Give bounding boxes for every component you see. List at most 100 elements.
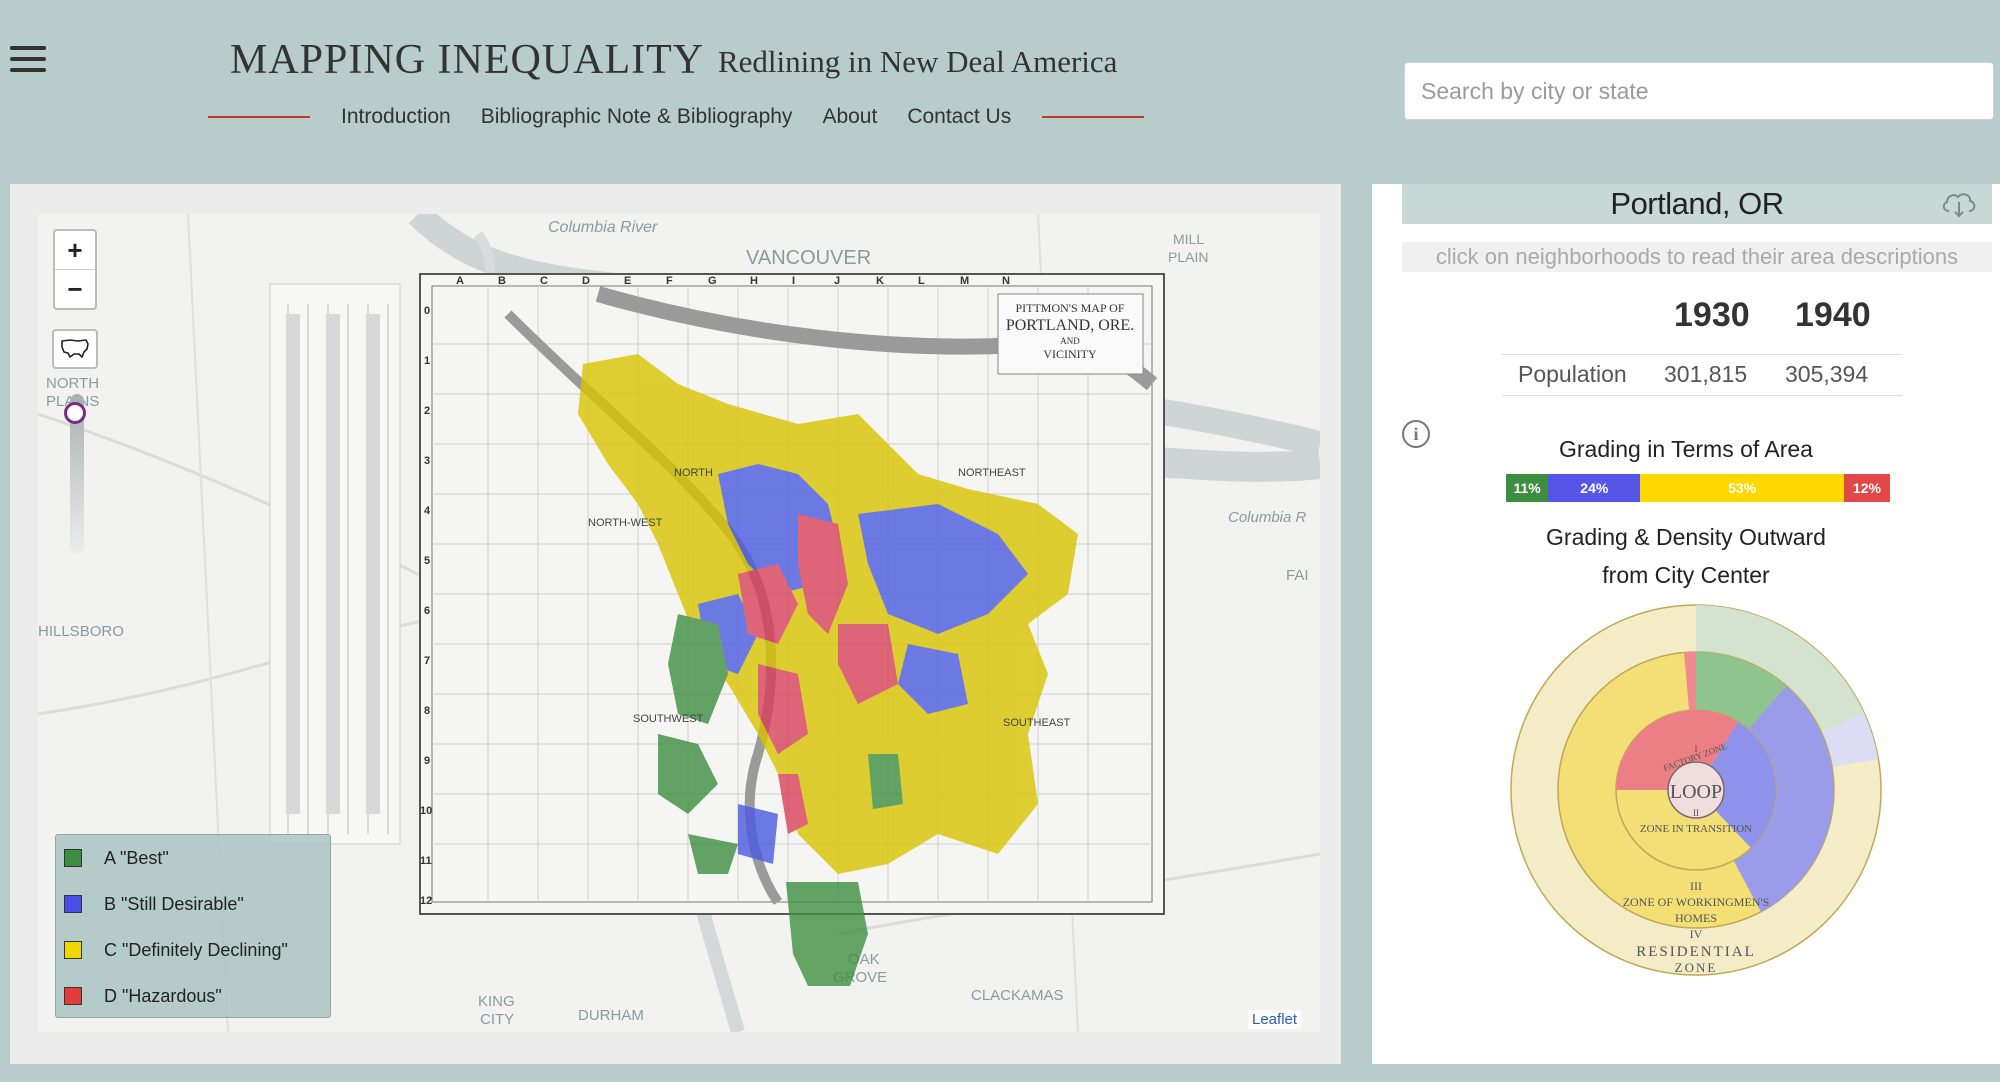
nav-about-link[interactable]: About	[822, 105, 878, 128]
legend-item-a: A "Best"	[64, 843, 169, 873]
map-label-columbia-river: Columbia River	[548, 219, 658, 236]
us-map-icon[interactable]	[52, 329, 98, 369]
grade-a-area[interactable]	[668, 614, 728, 724]
info-icon[interactable]: i	[1402, 420, 1430, 448]
burgess-numeral-iii: III	[1690, 879, 1702, 893]
city-header: Portland, OR	[1402, 184, 1992, 224]
grading-area-segment-b: 24%	[1548, 474, 1641, 502]
hamburger-icon[interactable]	[10, 46, 46, 76]
grid-col-label: E	[624, 275, 631, 287]
scan-quadrant-label: SOUTHWEST	[633, 713, 704, 725]
grid-row-label: 4	[424, 505, 431, 517]
scan-quadrant-label: NORTHEAST	[958, 467, 1026, 479]
grid-row-label: 0	[424, 305, 430, 317]
grade-b-area[interactable]	[858, 504, 1028, 634]
year-1930: 1930	[1674, 296, 1750, 334]
search-input[interactable]	[1404, 62, 1994, 120]
burgess-label-transition: ZONE IN TRANSITION	[1640, 823, 1752, 835]
map-label-king-city: KING	[478, 993, 515, 1010]
basemap: Columbia River VANCOUVER MILL PLAIN Colu…	[38, 214, 1320, 1032]
scan-quadrant-label: SOUTHEAST	[1003, 717, 1071, 729]
scan-title-4: VICINITY	[1043, 347, 1097, 361]
grade-d-area[interactable]	[798, 514, 848, 634]
burgess-numeral-iv: IV	[1690, 927, 1703, 941]
scan-title-3: AND	[1060, 336, 1080, 346]
map-canvas[interactable]: Columbia River VANCOUVER MILL PLAIN Colu…	[38, 214, 1320, 1032]
grade-d-area[interactable]	[838, 624, 898, 704]
city-title: Portland, OR	[1610, 186, 1784, 221]
site-title[interactable]: MAPPING INEQUALITY	[230, 37, 705, 83]
burgess-label-workingmens-2: HOMES	[1675, 911, 1717, 925]
scan-quadrant-label: NORTH	[674, 467, 713, 479]
map-legend: A "Best" B "Still Desirable" C "Definite…	[55, 834, 331, 1018]
legend-item-b: B "Still Desirable"	[64, 889, 244, 919]
burgess-zone-chart: LOOP FACTORY ZONE ZONE IN TRANSITION I I…	[1510, 604, 1882, 976]
grid-row-label: 1	[424, 355, 430, 367]
map-label-fai: FAI	[1286, 567, 1309, 584]
grid-row-label: 5	[424, 555, 430, 567]
grid-row-label: 12	[420, 895, 432, 907]
grid-row-label: 9	[424, 755, 430, 767]
grid-col-label: K	[876, 275, 884, 287]
grade-d-area[interactable]	[778, 774, 808, 834]
legend-item-c: C "Definitely Declining"	[64, 935, 288, 965]
scan-quadrant-label: NORTH-WEST	[588, 517, 663, 529]
grid-col-label: B	[498, 275, 506, 287]
zoom-out-button[interactable]: −	[67, 274, 83, 304]
map-label-columbia-east: Columbia R	[1228, 509, 1307, 526]
grid-row-label: 2	[424, 405, 430, 417]
grade-b-area[interactable]	[738, 804, 778, 864]
city-info-panel: Portland, OR click on neighborhoods to r…	[1372, 184, 2000, 1064]
grade-a-area[interactable]	[658, 734, 718, 814]
grade-a-area[interactable]	[786, 882, 868, 986]
map-index-scan	[269, 283, 401, 845]
grade-d-area[interactable]	[738, 564, 798, 644]
nav-introduction-link[interactable]: Introduction	[341, 105, 451, 128]
grade-d-area[interactable]	[758, 664, 808, 754]
opacity-slider[interactable]	[70, 394, 84, 554]
grid-col-label: H	[750, 275, 758, 287]
grading-area-segment-a: 11%	[1506, 474, 1549, 502]
grading-area-segment-c: 53%	[1640, 474, 1844, 502]
map-label-hillsboro: HILLSBORO	[38, 623, 124, 640]
map-label-clackamas: CLACKAMAS	[971, 987, 1064, 1004]
zoom-in-button[interactable]: +	[55, 231, 95, 270]
grade-a-area[interactable]	[868, 754, 903, 809]
population-row: Population 301,815 305,394	[1502, 354, 1902, 396]
burgess-numeral-ii: II	[1693, 808, 1699, 818]
burgess-label-workingmens: ZONE OF WORKINGMEN'S	[1623, 895, 1770, 909]
zone-i-loop	[1667, 761, 1725, 819]
area-description-hint: click on neighborhoods to read their are…	[1402, 242, 1992, 272]
map-label-durham: DURHAM	[578, 1007, 644, 1024]
opacity-slider-handle[interactable]	[64, 402, 86, 424]
legend-swatch-d	[64, 987, 82, 1005]
holc-grade-overlay[interactable]	[578, 354, 1078, 986]
map-label-north-plains: NORTH	[46, 375, 99, 392]
zone-ii-blue-sector	[1696, 722, 1776, 848]
legend-label-b: B "Still Desirable"	[104, 893, 244, 914]
map-label-mill-plain: MILL	[1173, 231, 1204, 247]
grade-b-area[interactable]	[898, 644, 968, 714]
grid-row-label: 11	[420, 855, 432, 867]
grade-a-area[interactable]	[688, 834, 738, 874]
burgess-label-residential-2: ZONE	[1675, 960, 1718, 975]
legend-swatch-c	[64, 941, 82, 959]
grid-col-label: A	[456, 275, 464, 287]
cloud-download-icon[interactable]	[1940, 190, 1978, 218]
burgess-label-residential: RESIDENTIAL	[1636, 944, 1756, 960]
population-1930: 301,815	[1664, 361, 1748, 387]
road	[38, 412, 459, 596]
grading-area-segment-d: 12%	[1843, 474, 1890, 502]
grading-area-title: Grading in Terms of Area	[1559, 436, 1813, 462]
map-label-king-city-2: CITY	[480, 1011, 514, 1028]
grading-area-bar: 11% 24% 53% 12%	[1506, 474, 1890, 502]
leaflet-attribution-link[interactable]: Leaflet	[1248, 1010, 1302, 1029]
population-1940: 305,394	[1785, 361, 1869, 387]
grid-col-label: I	[792, 275, 795, 287]
nav-contact-link[interactable]: Contact Us	[907, 105, 1012, 128]
burgess-numeral-i: I	[1695, 744, 1698, 754]
nav-bibliography-link[interactable]: Bibliographic Note & Bibliography	[480, 105, 793, 128]
legend-label-a: A "Best"	[104, 847, 169, 868]
grid-col-label: D	[582, 275, 590, 287]
legend-label-d: D "Hazardous"	[104, 985, 222, 1006]
